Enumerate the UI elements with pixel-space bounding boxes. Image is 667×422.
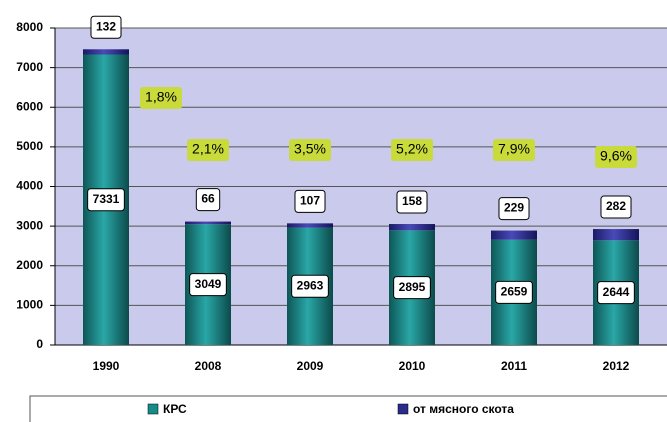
value-label: 282 [600, 195, 632, 219]
value-label: 7331 [87, 188, 125, 212]
value-label: 158 [396, 190, 428, 214]
value-label: 3049 [189, 273, 227, 297]
value-label: 2659 [495, 280, 533, 304]
annotation: 5,2% [391, 139, 433, 161]
value-label: 66 [195, 188, 221, 212]
value-label: 2644 [597, 281, 635, 305]
annotation-text: 9,6% [600, 148, 632, 164]
value-label-box [87, 188, 125, 212]
annotation-box [595, 146, 637, 168]
value-label-text: 2644 [603, 285, 630, 299]
value-label-box [195, 188, 221, 212]
bar-segment [389, 224, 435, 231]
value-label-box [393, 276, 431, 300]
y-tick-label: 5000 [16, 139, 43, 153]
y-tick-label: 2000 [16, 258, 43, 272]
value-label-text: 2963 [297, 278, 324, 292]
y-tick-label: 8000 [16, 20, 43, 34]
value-label-box [498, 197, 530, 221]
value-label-text: 132 [96, 19, 116, 33]
y-tick-label: 6000 [16, 99, 43, 113]
annotation: 9,6% [595, 146, 637, 168]
x-tick-label: 2012 [603, 359, 630, 373]
annotation-text: 5,2% [396, 141, 428, 157]
annotation: 7,9% [493, 139, 535, 161]
legend-box [29, 395, 667, 422]
annotation-box [187, 139, 229, 161]
value-label-box [495, 280, 533, 304]
y-tick-label: 1000 [16, 298, 43, 312]
value-label-text: 282 [606, 199, 626, 213]
value-label-box [189, 273, 227, 297]
value-label-box [597, 281, 635, 305]
value-label: 2963 [291, 274, 329, 298]
annotation: 1,8% [140, 87, 182, 109]
legend-swatch [397, 403, 409, 415]
x-tick-label: 1990 [93, 359, 120, 373]
legend-swatch [147, 403, 159, 415]
value-label: 107 [294, 189, 326, 213]
value-label-text: 2659 [501, 284, 528, 298]
annotation-text: 2,1% [192, 141, 224, 157]
value-label-box [294, 189, 326, 213]
value-label-text: 158 [402, 194, 422, 208]
value-label-box [90, 15, 122, 39]
value-label-text: 3049 [195, 277, 222, 291]
value-label: 2895 [393, 276, 431, 300]
value-label: 132 [90, 15, 122, 39]
value-label-text: 229 [504, 201, 524, 215]
y-tick-label: 7000 [16, 60, 43, 74]
value-label-box [396, 190, 428, 214]
annotation: 2,1% [187, 139, 229, 161]
annotation: 3,5% [289, 139, 331, 161]
annotation-text: 3,5% [294, 141, 326, 157]
legend-label: от мясного скота [413, 402, 514, 416]
x-tick-label: 2011 [501, 359, 527, 373]
value-label-text: 107 [300, 194, 320, 208]
legend-label: КРС [163, 402, 187, 416]
bar-segment [185, 221, 231, 225]
value-label-box [291, 274, 329, 298]
y-tick-label: 4000 [16, 179, 43, 193]
annotation-text: 1,8% [145, 89, 177, 105]
value-label-box [600, 195, 632, 219]
value-label-text: 2895 [399, 280, 426, 294]
y-tick-label: 3000 [16, 218, 43, 232]
y-tick-label: 0 [36, 337, 43, 351]
annotation-box [391, 139, 433, 161]
x-tick-label: 2008 [195, 359, 222, 373]
x-tick-label: 2010 [399, 359, 426, 373]
bar-segment [593, 229, 639, 241]
bar-segment [287, 223, 333, 228]
value-label: 229 [498, 197, 530, 221]
bar-segment [83, 49, 129, 55]
annotation-box [289, 139, 331, 161]
annotation-box [140, 87, 182, 109]
bar-segment [491, 230, 537, 240]
value-label-text: 66 [201, 192, 215, 206]
annotation-box [493, 139, 535, 161]
annotation-text: 7,9% [498, 141, 530, 157]
value-label-text: 7331 [93, 192, 120, 206]
x-tick-label: 2009 [297, 359, 324, 373]
